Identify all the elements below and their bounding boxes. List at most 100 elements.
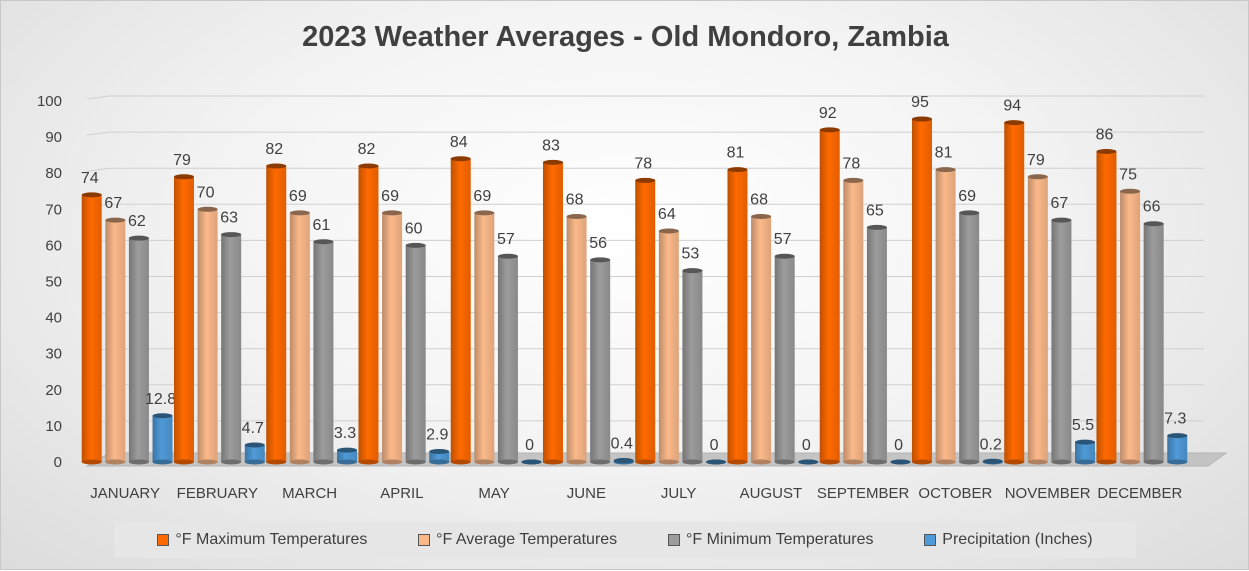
data-label: 0	[710, 437, 719, 454]
data-label: 92	[819, 105, 837, 122]
bar	[774, 256, 795, 462]
x-tick-label: MAY	[478, 485, 509, 502]
bar	[542, 162, 563, 462]
x-tick-label: FEBRUARY	[177, 485, 258, 502]
bar	[244, 445, 265, 462]
bar	[450, 158, 471, 462]
bar	[173, 176, 194, 462]
data-label: 57	[774, 231, 792, 248]
x-tick-label: OCTOBER	[918, 485, 992, 502]
bar-base	[658, 459, 679, 465]
bar-base	[405, 459, 426, 465]
bar-base	[590, 459, 611, 465]
bar	[128, 238, 149, 462]
bar-top	[1143, 221, 1164, 227]
bar-base	[566, 459, 587, 465]
legend-label: Precipitation (Inches)	[942, 531, 1093, 548]
bar-base	[959, 459, 980, 465]
bar-base	[1004, 459, 1025, 465]
bar-base	[152, 459, 173, 465]
bar-top	[751, 214, 772, 220]
bar-top	[221, 232, 242, 238]
bar-base	[358, 459, 379, 465]
bar	[474, 212, 495, 462]
data-label: 7.3	[1164, 411, 1186, 428]
bar-base	[727, 459, 748, 465]
bar	[1096, 151, 1117, 463]
category-group: 83 68 56 0.4 JUNE	[542, 137, 634, 502]
bar-top	[497, 253, 518, 259]
y-tick-label: 40	[45, 310, 62, 327]
data-label: 95	[911, 94, 929, 111]
data-label: 0	[894, 437, 903, 454]
data-label: 78	[842, 155, 860, 172]
data-label: 86	[1096, 127, 1114, 144]
y-tick-label: 10	[45, 418, 62, 435]
x-tick-label: AUGUST	[740, 485, 803, 502]
bar-base	[774, 459, 795, 465]
bar-top	[1075, 439, 1096, 445]
bar-top	[866, 224, 887, 230]
bar	[429, 451, 450, 462]
data-label: 0	[802, 437, 811, 454]
legend-label: °F Maximum Temperatures	[175, 531, 368, 548]
bar-top	[542, 159, 563, 165]
bar-top	[337, 447, 358, 453]
category-group: 92 78 65 0 SEPTEMBER	[817, 105, 911, 502]
data-label: 5.5	[1072, 417, 1094, 434]
bar-top	[959, 210, 980, 216]
bar	[382, 212, 403, 462]
category-group: 78 64 53 0 JULY	[634, 155, 727, 502]
x-tick-label: APRIL	[380, 485, 423, 502]
bar-base	[635, 459, 656, 465]
bar	[1051, 220, 1072, 462]
data-label: 61	[313, 217, 331, 234]
bar	[682, 270, 703, 462]
category-group: 86 75 66 7.3 DECEMBER	[1096, 127, 1188, 502]
data-label: 63	[220, 210, 238, 227]
bar	[1120, 191, 1141, 462]
data-label: 12.8	[145, 391, 176, 408]
legend-label: °F Minimum Temperatures	[685, 531, 874, 548]
bar	[959, 212, 980, 462]
bar-base	[1051, 459, 1072, 465]
data-label: 70	[197, 184, 215, 201]
data-label: 0.4	[611, 436, 633, 453]
category-group: 74 67 62 12.8 JANUARY	[81, 170, 176, 502]
bar-top	[313, 239, 334, 245]
bar-top	[197, 206, 218, 212]
bar-top	[1004, 120, 1025, 126]
bar	[337, 450, 358, 462]
bar	[289, 212, 310, 462]
bar	[1075, 442, 1096, 462]
bar	[497, 256, 518, 462]
bar-top	[1120, 188, 1141, 194]
legend-swatch	[418, 534, 431, 546]
bar-top	[935, 167, 956, 173]
bar	[911, 119, 932, 463]
data-label: 83	[542, 137, 560, 154]
bar	[105, 220, 126, 462]
bar-base	[1075, 459, 1096, 465]
bar-top	[244, 442, 265, 448]
legend-swatch	[667, 534, 680, 546]
bar-top	[843, 177, 864, 183]
x-tick-label: SEPTEMBER	[817, 485, 910, 502]
bar-top	[105, 217, 126, 223]
category-group: 82 69 61 3.3 MARCH	[265, 141, 358, 502]
bar-top	[774, 253, 795, 259]
data-label: 69	[381, 188, 399, 205]
bar	[152, 415, 173, 462]
bar-base	[382, 459, 403, 465]
bar-base	[843, 459, 864, 465]
legend-item: Precipitation (Inches)	[924, 531, 1093, 549]
data-label: 64	[658, 206, 676, 223]
bar-top	[358, 163, 379, 169]
data-label: 68	[750, 192, 768, 209]
bar-base	[429, 459, 450, 465]
bar	[866, 227, 887, 462]
bar-top	[706, 459, 727, 465]
bar-top	[382, 210, 403, 216]
